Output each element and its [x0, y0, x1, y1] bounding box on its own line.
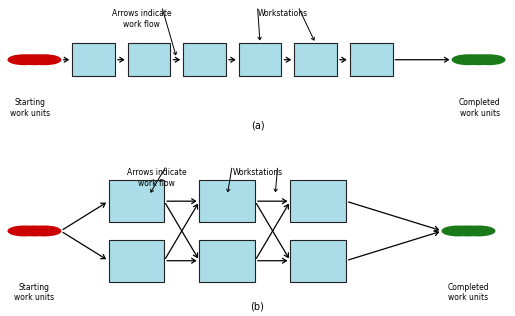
Circle shape [18, 55, 50, 64]
Bar [183, 43, 226, 76]
Circle shape [8, 55, 41, 64]
Text: Completed
work units: Completed work units [459, 99, 501, 118]
Circle shape [8, 226, 41, 236]
Circle shape [452, 226, 485, 236]
Bar [290, 180, 346, 222]
Circle shape [18, 226, 50, 236]
Bar [199, 240, 255, 282]
Bar [238, 43, 282, 76]
Circle shape [462, 226, 495, 236]
Text: Arrows indicate
work flow: Arrows indicate work flow [112, 9, 171, 28]
Circle shape [28, 55, 61, 64]
Circle shape [28, 226, 61, 236]
Text: Completed
work units: Completed work units [448, 283, 489, 302]
Circle shape [462, 55, 495, 64]
Bar [350, 43, 392, 76]
Bar [128, 43, 170, 76]
Bar [109, 240, 164, 282]
Text: Workstations: Workstations [258, 9, 308, 18]
Bar [72, 43, 115, 76]
Text: (b): (b) [251, 302, 264, 312]
Text: Starting
work units: Starting work units [14, 283, 55, 302]
Circle shape [472, 55, 505, 64]
Text: Starting
work units: Starting work units [10, 99, 50, 118]
Circle shape [452, 55, 485, 64]
Bar [294, 43, 337, 76]
Bar [199, 180, 255, 222]
Bar [290, 240, 346, 282]
Text: Workstations: Workstations [232, 168, 283, 177]
Bar [109, 180, 164, 222]
Text: (a): (a) [251, 120, 264, 130]
Circle shape [442, 226, 474, 236]
Text: Arrows indicate
work flow: Arrows indicate work flow [127, 168, 186, 188]
